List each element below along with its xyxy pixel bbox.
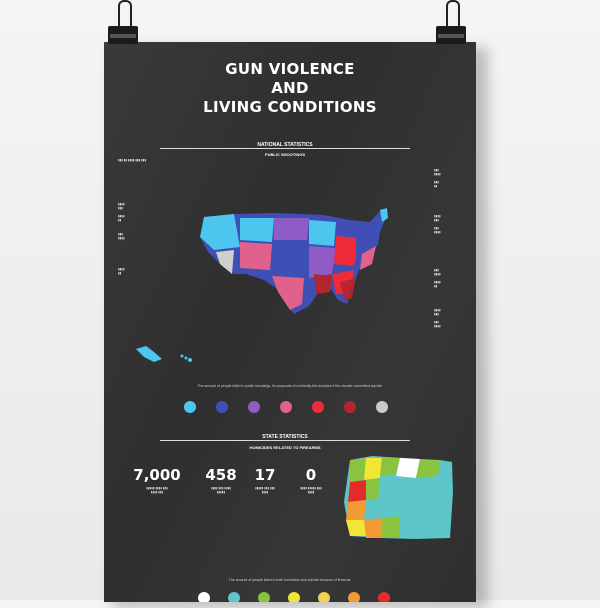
east-labels-3: ▮▮▮ ▮▮▮▮ ▮▮▮▮ ▮▮ <box>434 268 441 288</box>
left-binder-clip <box>108 0 138 52</box>
legend-dot-4 <box>280 401 292 413</box>
right-binder-clip <box>436 0 466 52</box>
legend-dot-5 <box>312 401 324 413</box>
east-labels: ▮▮▮ ▮▮▮▮ ▮▮▮ ▮▮ <box>434 168 441 188</box>
stat-2-number: 458 <box>205 466 237 484</box>
map-note: ▮▮▮ ▮▮ ▮▮▮▮ ▮▮▮ ▮▮▮ <box>118 158 147 162</box>
stat-4: 0 ▮▮▮▮ ▮▮▮▮▮ ▮▮▮ ▮▮▮▮ <box>276 466 346 494</box>
national-caption: The amount of people killed in public sh… <box>197 384 383 388</box>
title-line-2: AND <box>271 79 309 97</box>
legend-dot-1 <box>184 401 196 413</box>
state-legend-dot-5 <box>318 592 330 602</box>
state-caption: The amount of people killed in both homi… <box>228 578 352 582</box>
poster-title: GUN VIOLENCE AND LIVING CONDITIONS <box>104 60 476 117</box>
legend-dot-2 <box>216 401 228 413</box>
legend-dot-7 <box>376 401 388 413</box>
stat-1-number: 7,000 <box>133 466 181 484</box>
national-subheading: PUBLIC SHOOTINGS <box>264 152 305 157</box>
title-line-3: LIVING CONDITIONS <box>203 98 377 116</box>
national-heading: NATIONAL STATISTICS <box>257 142 313 148</box>
state-legend-dot-2 <box>228 592 240 602</box>
oregon-map <box>344 456 453 539</box>
stat-1: 7,000 ▮▮▮▮▮ ▮▮▮▮ ▮▮▮ ▮▮▮▮ ▮▮▮ <box>122 466 192 494</box>
stat-4-desc: ▮▮▮▮ ▮▮▮▮▮ ▮▮▮ ▮▮▮▮ <box>300 486 322 494</box>
state-legend-dot-3 <box>258 592 270 602</box>
stat-2: 458 ▮▮▮▮ ▮▮▮ ▮▮▮▮ ▮▮▮▮▮ <box>186 466 256 494</box>
state-rule <box>160 440 410 441</box>
legend-dot-6 <box>344 401 356 413</box>
national-rule <box>160 148 410 149</box>
west-labels-2: ▮▮▮ ▮▮▮▮ <box>118 232 125 240</box>
east-labels-2: ▮▮▮▮ ▮▮▮ ▮▮▮ ▮▮▮▮ <box>434 214 441 234</box>
title-line-1: GUN VIOLENCE <box>225 60 355 78</box>
state-legend-dot-1 <box>198 592 210 602</box>
east-labels-4: ▮▮▮▮ ▮▮▮ ▮▮▮ ▮▮▮▮ <box>434 308 441 328</box>
stat-4-number: 0 <box>305 466 317 484</box>
stat-3: 17 ▮▮▮▮▮ ▮▮▮ ▮▮▮ ▮▮▮▮ <box>230 466 300 494</box>
stat-2-desc: ▮▮▮▮ ▮▮▮ ▮▮▮▮ ▮▮▮▮▮ <box>211 486 231 494</box>
stat-3-desc: ▮▮▮▮▮ ▮▮▮ ▮▮▮ ▮▮▮▮ <box>255 486 275 494</box>
state-heading: STATE STATISTICS <box>262 434 308 440</box>
us-map <box>200 208 388 314</box>
state-legend-dot-6 <box>348 592 360 602</box>
west-labels-3: ▮▮▮▮ ▮▮ <box>118 267 125 275</box>
legend-dot-3 <box>248 401 260 413</box>
state-legend-dot-7 <box>378 592 390 602</box>
stat-3-number: 17 <box>254 466 276 484</box>
state-subheading: HOMICIDES RELATED TO FIREARMS <box>249 445 321 450</box>
stat-1-desc: ▮▮▮▮▮ ▮▮▮▮ ▮▮▮ ▮▮▮▮ ▮▮▮ <box>146 486 168 494</box>
poster: GUN VIOLENCE AND LIVING CONDITIONS NATIO… <box>104 42 476 602</box>
alaska-hawaii <box>136 346 192 362</box>
west-labels: ▮▮▮▮ ▮▮▮ ▮▮▮▮ ▮▮ <box>118 202 125 222</box>
state-legend-dot-4 <box>288 592 300 602</box>
